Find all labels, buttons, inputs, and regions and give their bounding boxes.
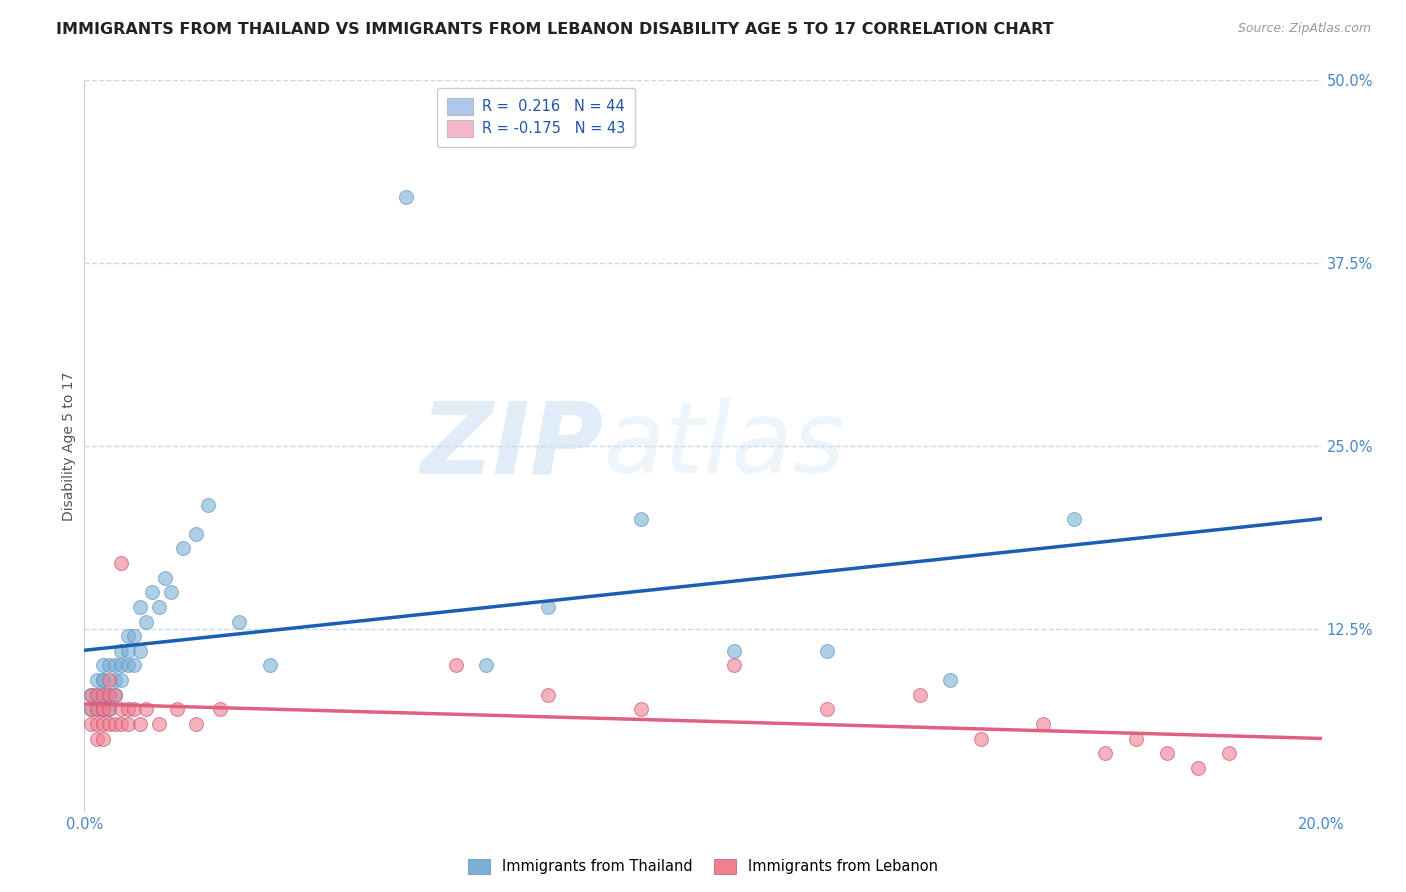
Point [1094, 746, 1116, 760]
Legend: Immigrants from Thailand, Immigrants from Lebanon: Immigrants from Thailand, Immigrants fro… [463, 853, 943, 880]
Point [122, 702, 145, 716]
Point [86, 688, 108, 702]
Point [91, 731, 114, 746]
Point [135, 702, 157, 716]
Point [1125, 731, 1147, 746]
Point [86, 688, 108, 702]
Point [79, 688, 101, 702]
Text: Source: ZipAtlas.com: Source: ZipAtlas.com [1237, 22, 1371, 36]
Point [537, 599, 560, 614]
Point [91, 658, 114, 673]
Point [91, 702, 114, 716]
Point [91, 688, 114, 702]
Point [86, 673, 108, 687]
Point [129, 599, 152, 614]
Point [110, 702, 132, 716]
Point [184, 526, 207, 541]
Point [117, 629, 139, 643]
Point [129, 644, 152, 658]
Point [91, 673, 114, 687]
Text: ZIP: ZIP [420, 398, 605, 494]
Point [228, 615, 250, 629]
Point [79, 702, 101, 716]
Point [908, 688, 931, 702]
Point [117, 702, 139, 716]
Point [1187, 761, 1209, 775]
Point [166, 702, 188, 716]
Point [395, 190, 418, 204]
Point [98, 658, 121, 673]
Point [209, 702, 232, 716]
Point [122, 629, 145, 643]
Point [91, 717, 114, 731]
Point [148, 599, 170, 614]
Text: atlas: atlas [605, 398, 845, 494]
Point [98, 688, 121, 702]
Point [537, 688, 560, 702]
Point [1063, 512, 1085, 526]
Point [91, 702, 114, 716]
Point [104, 688, 127, 702]
Point [86, 702, 108, 716]
Point [104, 717, 127, 731]
Point [86, 717, 108, 731]
Point [153, 571, 176, 585]
Point [141, 585, 163, 599]
Point [110, 673, 132, 687]
Point [122, 658, 145, 673]
Point [172, 541, 194, 556]
Point [1218, 746, 1240, 760]
Point [259, 658, 281, 673]
Text: IMMIGRANTS FROM THAILAND VS IMMIGRANTS FROM LEBANON DISABILITY AGE 5 TO 17 CORRE: IMMIGRANTS FROM THAILAND VS IMMIGRANTS F… [56, 22, 1054, 37]
Point [86, 702, 108, 716]
Point [148, 717, 170, 731]
Point [184, 717, 207, 731]
Point [104, 658, 127, 673]
Point [98, 688, 121, 702]
Point [91, 688, 114, 702]
Point [110, 644, 132, 658]
Point [970, 731, 993, 746]
Point [104, 673, 127, 687]
Point [86, 731, 108, 746]
Point [110, 717, 132, 731]
Point [98, 702, 121, 716]
Point [1156, 746, 1178, 760]
Point [444, 658, 467, 673]
Point [939, 673, 962, 687]
Point [91, 673, 114, 687]
Point [129, 717, 152, 731]
Point [98, 717, 121, 731]
Point [79, 702, 101, 716]
Point [91, 702, 114, 716]
Point [160, 585, 183, 599]
Point [98, 702, 121, 716]
Point [110, 658, 132, 673]
Point [723, 644, 745, 658]
Point [815, 702, 838, 716]
Point [723, 658, 745, 673]
Point [117, 644, 139, 658]
Point [197, 498, 219, 512]
Point [79, 717, 101, 731]
Point [117, 717, 139, 731]
Point [630, 512, 652, 526]
Point [79, 688, 101, 702]
Y-axis label: Disability Age 5 to 17: Disability Age 5 to 17 [62, 371, 76, 521]
Point [110, 556, 132, 570]
Point [630, 702, 652, 716]
Point [117, 658, 139, 673]
Point [104, 688, 127, 702]
Point [135, 615, 157, 629]
Point [1032, 717, 1054, 731]
Legend: R =  0.216   N = 44, R = -0.175   N = 43: R = 0.216 N = 44, R = -0.175 N = 43 [437, 87, 636, 147]
Point [98, 673, 121, 687]
Point [815, 644, 838, 658]
Point [475, 658, 498, 673]
